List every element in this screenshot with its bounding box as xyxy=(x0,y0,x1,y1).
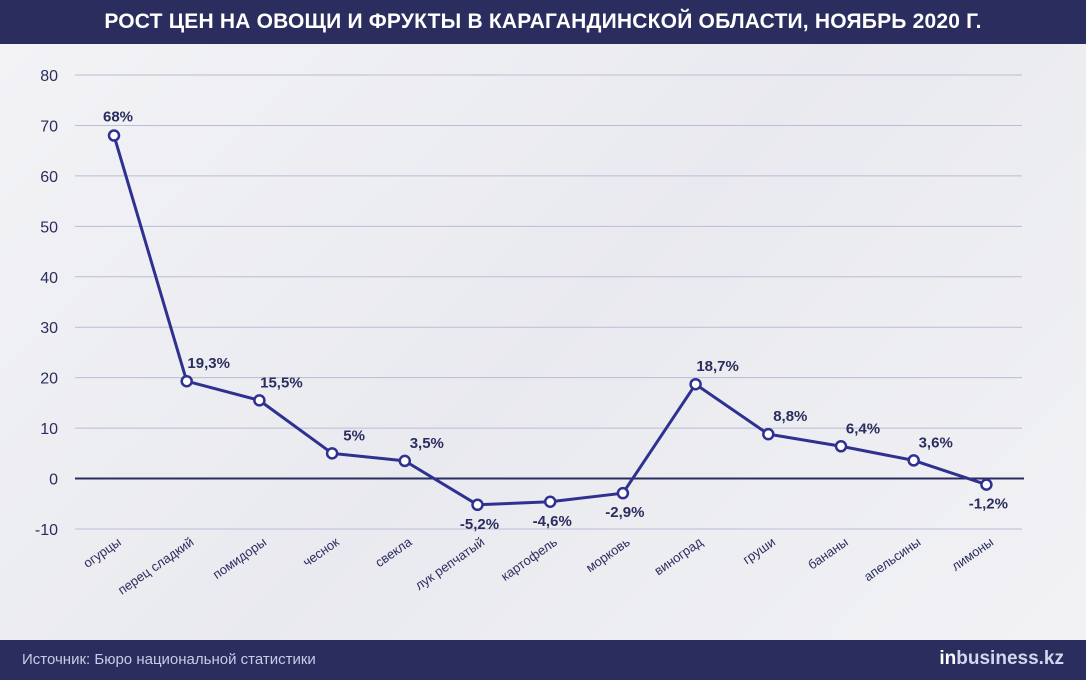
source-note: Источник: Бюро национальной статистики xyxy=(22,651,316,668)
category-label: лук репчатый xyxy=(412,534,487,593)
category-label: морковь xyxy=(583,534,633,575)
y-tick-label: 20 xyxy=(40,371,58,388)
y-tick-label: 10 xyxy=(40,421,58,438)
data-point xyxy=(616,486,630,500)
data-label: -4,6% xyxy=(533,513,572,530)
category-label: апельсины xyxy=(861,534,923,584)
category-label: помидоры xyxy=(210,534,269,582)
category-label: груши xyxy=(740,534,778,567)
y-tick-label: 0 xyxy=(49,472,58,489)
data-label: 6,4% xyxy=(846,420,880,437)
category-label: свекла xyxy=(372,534,415,570)
y-tick-label: 30 xyxy=(40,320,58,337)
chart-area: -10 0 10 20 30 40 50 60 70 80 68% огурцы 19,3% перец … xyxy=(0,44,1086,640)
brand-prefix: in xyxy=(939,648,957,669)
y-tick-label: 70 xyxy=(40,118,58,135)
data-label: 3,6% xyxy=(919,434,953,451)
data-label: -2,9% xyxy=(605,504,644,521)
data-label: -1,2% xyxy=(969,496,1008,513)
data-point xyxy=(834,440,848,453)
category-label: огурцы xyxy=(80,534,123,571)
y-tick-label: 40 xyxy=(40,270,58,287)
y-tick-label: 80 xyxy=(40,68,58,85)
y-tick-label: 50 xyxy=(40,219,58,236)
data-label: 15,5% xyxy=(260,374,303,391)
chart-title-bar: РОСТ ЦЕН НА ОВОЩИ И ФРУКТЫ В КАРАГАНДИНС… xyxy=(0,0,1086,44)
data-point xyxy=(180,374,193,388)
data-label: 5% xyxy=(343,427,365,444)
category-label: виноград xyxy=(651,534,705,578)
category-label: перец сладкий xyxy=(115,534,196,597)
brand-rest: business.kz xyxy=(956,648,1064,669)
data-point xyxy=(107,129,121,142)
data-point xyxy=(253,394,266,407)
data-point xyxy=(471,498,484,512)
brand-logo: inbusiness.kz xyxy=(939,648,1064,670)
data-point xyxy=(689,377,702,391)
line-chart: -10 0 10 20 30 40 50 60 70 80 68% огурцы 19,3% перец … xyxy=(35,68,1024,597)
data-label: 68% xyxy=(103,109,133,126)
data-point xyxy=(398,454,412,468)
category-label: чеснок xyxy=(300,534,342,570)
data-label: -5,2% xyxy=(460,516,499,533)
data-point xyxy=(762,427,775,441)
chart-title: РОСТ ЦЕН НА ОВОЩИ И ФРУКТЫ В КАРАГАНДИНС… xyxy=(104,10,982,33)
y-tick-label: -10 xyxy=(35,522,58,539)
series-line xyxy=(112,135,987,507)
data-point xyxy=(980,478,993,491)
y-tick-label: 60 xyxy=(40,169,58,186)
category-label: лимоны xyxy=(949,534,997,574)
data-point xyxy=(543,495,557,509)
category-label: бананы xyxy=(805,534,851,572)
category-label: картофель xyxy=(498,534,560,584)
data-point xyxy=(325,447,339,460)
data-point xyxy=(907,454,920,467)
data-label: 19,3% xyxy=(187,355,230,372)
data-label: 8,8% xyxy=(773,408,807,425)
data-label: 18,7% xyxy=(696,358,739,375)
footer-bar: Источник: Бюро национальной статистики i… xyxy=(0,640,1086,680)
data-label: 3,5% xyxy=(410,435,444,452)
